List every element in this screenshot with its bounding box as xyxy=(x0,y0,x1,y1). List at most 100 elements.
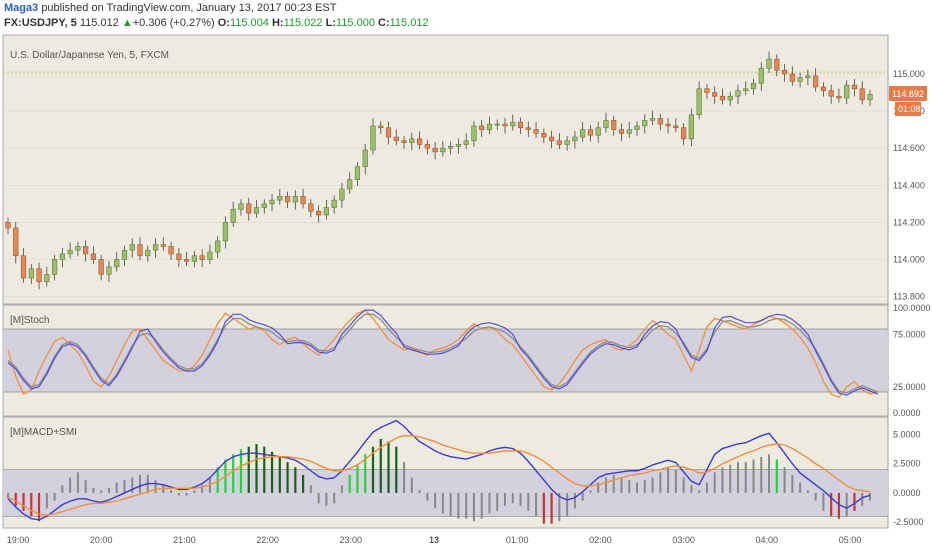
ticker-label: FX:USDJPY, 5 xyxy=(4,17,77,29)
candle-body xyxy=(750,82,757,90)
price-tick-label: 115.000 xyxy=(893,69,925,79)
candle-body xyxy=(471,125,477,142)
price-tick-label: 114.400 xyxy=(893,180,925,190)
candle-body xyxy=(719,95,726,101)
time-tick-label: 03:00 xyxy=(672,535,695,545)
candle-body xyxy=(851,84,858,90)
candle-body xyxy=(331,199,337,208)
last-price: 115.012 xyxy=(79,17,119,29)
price-pane xyxy=(2,34,889,305)
candle-body xyxy=(479,125,485,130)
low-label: L: xyxy=(325,17,336,29)
candle-body xyxy=(541,133,547,138)
candle-body xyxy=(137,244,143,257)
candle-body xyxy=(160,244,166,247)
candle-body xyxy=(510,121,516,127)
candle-body xyxy=(618,129,625,134)
countdown-tag xyxy=(895,101,921,116)
candle-body xyxy=(626,129,632,134)
candle-body xyxy=(277,196,283,201)
candle-body xyxy=(168,246,174,255)
candle-body xyxy=(230,209,236,223)
stoch-series-line xyxy=(7,309,878,399)
candle-body xyxy=(681,127,687,140)
candle-body xyxy=(789,73,795,82)
candle-body xyxy=(634,125,640,130)
candle-body xyxy=(308,203,314,212)
candle-body xyxy=(98,259,104,275)
price-tick-label: 114.600 xyxy=(893,143,925,153)
candle-body xyxy=(603,120,609,129)
current-price-label: 114.892 xyxy=(892,89,924,99)
macd-band xyxy=(3,469,888,517)
close-label: C: xyxy=(378,17,390,29)
candle-body xyxy=(114,259,120,268)
candle-body xyxy=(533,129,539,134)
candle-body xyxy=(455,144,462,147)
candle-body xyxy=(261,203,267,208)
candle-body xyxy=(378,125,384,129)
candle-body xyxy=(657,118,663,125)
candle-body xyxy=(184,259,190,262)
candle-body xyxy=(448,146,454,149)
price-tick-label: 114.200 xyxy=(893,217,925,227)
candle-body xyxy=(269,199,275,205)
ohlc-header: FX:USDJPY, 5 115.012 ▲+0.306 (+0.27%) O:… xyxy=(4,17,429,29)
candle-body xyxy=(253,207,260,214)
candle-body xyxy=(59,253,65,260)
candle-body xyxy=(90,253,97,260)
candle-body xyxy=(688,114,694,140)
candle-body xyxy=(820,86,827,91)
candle-body xyxy=(354,166,361,181)
candle-body xyxy=(222,222,229,242)
time-tick-label: 01:00 xyxy=(506,535,529,545)
candle-body xyxy=(152,244,159,251)
candle-body xyxy=(20,255,27,279)
candle-body xyxy=(743,88,749,91)
candle-body xyxy=(238,203,244,210)
time-tick-label: 22:00 xyxy=(256,535,279,545)
publish-header: Maga3 published on TradingView.com, Janu… xyxy=(4,2,336,14)
price-pane-title: U.S. Dollar/Japanese Yen, 5, FXCM xyxy=(10,50,169,61)
candle-body xyxy=(844,84,850,99)
candle-body xyxy=(774,58,780,71)
candle-body xyxy=(549,136,555,142)
candle-body xyxy=(51,259,58,275)
candle-body xyxy=(199,255,205,260)
candle-body xyxy=(121,249,128,260)
candle-body xyxy=(75,246,81,251)
candle-body xyxy=(362,149,368,168)
candle-body xyxy=(176,253,182,260)
high-value: 115.022 xyxy=(283,17,323,29)
time-tick-label: 04:00 xyxy=(756,535,779,545)
candle-body xyxy=(5,222,11,229)
candle-body xyxy=(766,58,772,69)
candle-body xyxy=(347,179,353,190)
macd-tick-label: 0.0000 xyxy=(893,488,921,498)
current-price-tag xyxy=(889,85,927,101)
candle-body xyxy=(284,196,291,203)
candle-body xyxy=(813,75,819,88)
price-tick-label: 113.800 xyxy=(893,292,925,302)
stoch-tick-label: 0.0000 xyxy=(893,408,921,418)
candle-body xyxy=(432,147,438,153)
candle-body xyxy=(463,140,469,145)
time-tick-label: 05:00 xyxy=(839,535,862,545)
candle-body xyxy=(556,140,562,145)
published-text: published on TradingView.com, January 13… xyxy=(41,2,337,14)
candle-body xyxy=(587,129,594,136)
stoch-pane-title: [M]Stoch xyxy=(10,315,49,326)
candle-body xyxy=(207,251,213,260)
candle-body xyxy=(494,123,500,126)
candle-body xyxy=(836,95,842,99)
candle-body xyxy=(704,88,710,93)
candle-body xyxy=(385,127,392,138)
candle-body xyxy=(611,120,617,130)
author-link[interactable]: Maga3 xyxy=(4,2,39,14)
macd-pane-title: [M]MACD+SMI xyxy=(10,427,77,438)
high-label: H: xyxy=(271,17,284,29)
candle-body xyxy=(300,196,306,205)
candle-body xyxy=(486,123,493,130)
candle-body xyxy=(44,274,50,283)
